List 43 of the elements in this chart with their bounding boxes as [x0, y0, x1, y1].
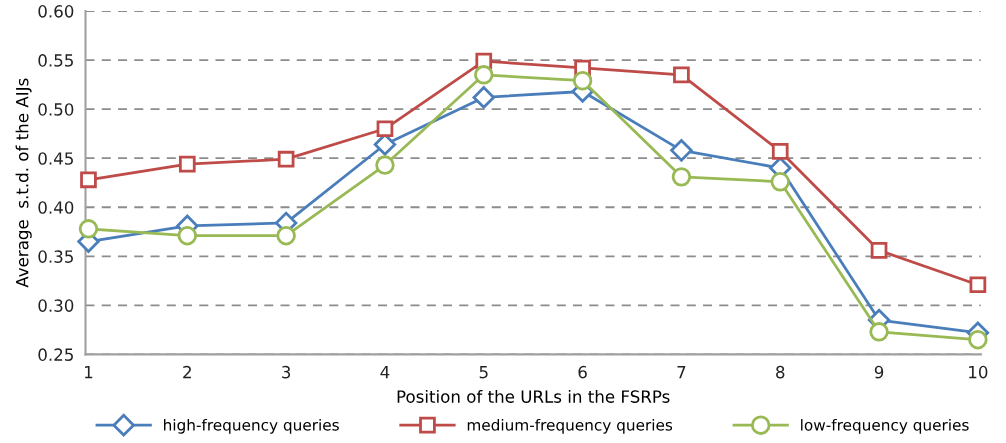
point: [80, 171, 97, 189]
y-axis-title: Average s.t.d. of the AIJs: [15, 78, 32, 288]
point: [670, 139, 693, 162]
y-tick-label: 0.45: [38, 152, 73, 165]
y-tick-label: 0.55: [38, 54, 73, 67]
point: [376, 120, 394, 138]
point: [78, 219, 99, 239]
x-tick-label: 3: [282, 365, 291, 379]
point: [178, 155, 196, 173]
point: [671, 167, 692, 187]
point: [572, 71, 593, 91]
x-tick-label: 7: [677, 366, 686, 379]
x-tick-label: 5: [479, 366, 488, 379]
point: [770, 172, 790, 192]
point: [177, 225, 198, 246]
point: [869, 322, 889, 342]
x-axis-title: Position of the URLs in the FSRPs: [397, 389, 670, 403]
point: [472, 86, 495, 109]
x-tick-label: 4: [380, 366, 390, 379]
point: [870, 242, 888, 259]
x-tick-label: 9: [874, 365, 884, 379]
y-tick-label: 0.30: [38, 299, 74, 312]
legend-label: low-frequency queries: [801, 418, 969, 434]
y-tick-label: 0.50: [38, 103, 74, 116]
x-tick-label: 1: [85, 366, 93, 379]
point: [375, 155, 395, 175]
y-tick-label: 0.25: [38, 348, 73, 361]
point: [277, 150, 295, 168]
x-tick-label: 6: [578, 365, 587, 379]
point: [968, 329, 988, 350]
x-tick-label: 2: [183, 365, 191, 379]
x-tick-label: 8: [776, 365, 785, 379]
point: [969, 276, 987, 294]
legend-label: medium-frequency queries: [467, 418, 673, 434]
point: [474, 65, 494, 85]
y-tick-label: 0.35: [38, 250, 73, 263]
y-tick-label: 0.40: [38, 201, 74, 214]
point: [276, 225, 296, 246]
legend-label: high-frequency queries: [164, 418, 339, 434]
point: [771, 143, 789, 160]
point: [673, 66, 690, 84]
x-tick-label: 10: [969, 365, 988, 379]
y-tick-label: 0.60: [38, 5, 74, 18]
